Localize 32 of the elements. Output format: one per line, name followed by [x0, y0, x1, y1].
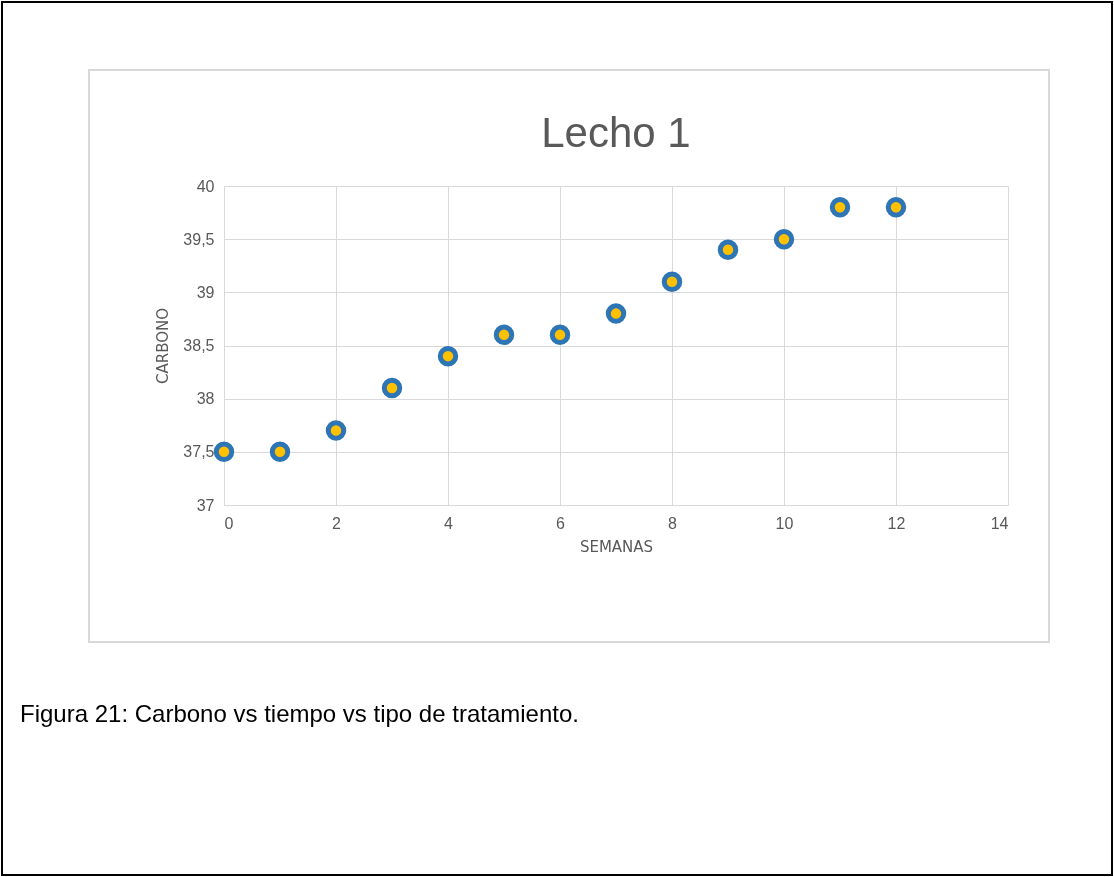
x-tick-label: 4: [444, 514, 454, 532]
point: [773, 228, 795, 250]
text: Figura 21: Carbono vs tiempo vs tipo de tratamiento.: [20, 700, 579, 728]
point: [213, 441, 235, 463]
point: [269, 441, 291, 463]
x-tick-label: 6: [556, 514, 566, 532]
x-tick-label: 0: [224, 514, 234, 532]
x-tick-label: 10: [775, 514, 794, 532]
y-tick-label: 37: [196, 496, 215, 514]
point: [437, 345, 459, 367]
point: [325, 420, 347, 441]
y-tick-label: 39,5: [183, 230, 215, 248]
x-tick-label: 14: [990, 514, 1009, 532]
x-tick-label: 8: [668, 514, 678, 532]
y-tick-label: 38,5: [183, 337, 215, 354]
y-tick-label: 40: [196, 177, 215, 195]
chart-title: Lecho 1: [541, 109, 691, 156]
y-tick-label: 38: [196, 390, 215, 408]
point: [661, 271, 683, 292]
point: [605, 303, 627, 324]
y-tick-label: 39: [196, 283, 215, 301]
y-tick-label: 37,5: [183, 443, 215, 461]
point: [493, 324, 515, 346]
point: [549, 324, 571, 346]
x-tick-label: 12: [887, 514, 906, 532]
point: [829, 197, 851, 218]
point: [717, 239, 739, 261]
point: [885, 197, 907, 218]
x-axis-title: SEMANAS: [579, 537, 654, 556]
x-tick-label: 2: [332, 514, 342, 532]
y-axis-title: CARBONO: [154, 307, 173, 385]
point: [381, 377, 403, 399]
